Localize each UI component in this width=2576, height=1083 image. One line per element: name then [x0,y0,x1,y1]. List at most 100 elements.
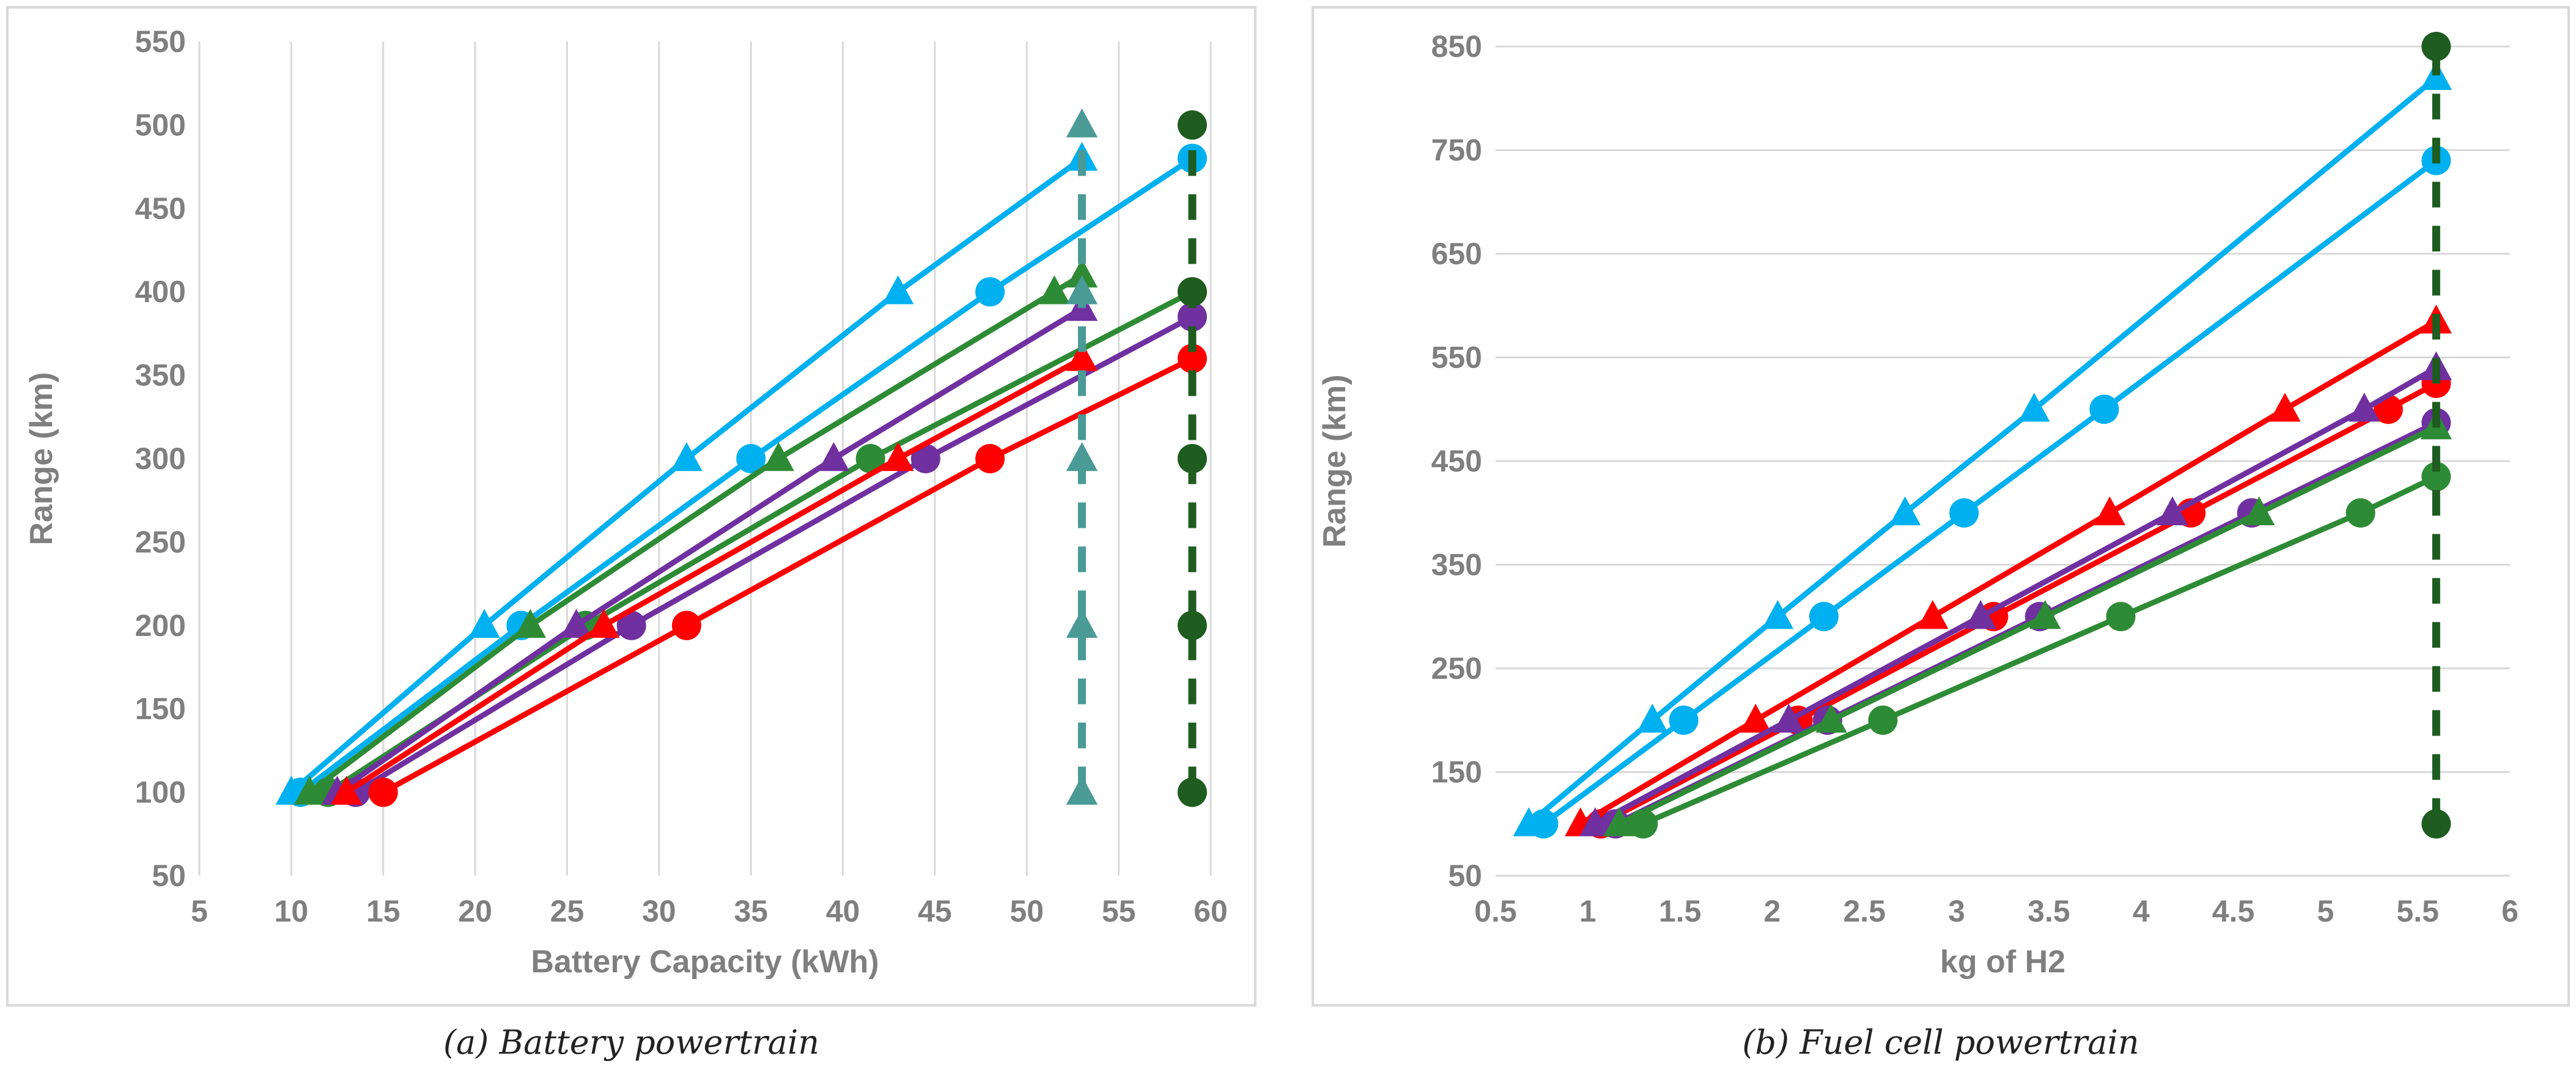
panel-a: 5 10 15 20 25 30 35 40 45 50 55 60 50 100 150 200 250 300… [24,24,1228,980]
data-point [1066,275,1098,305]
x-tick-label: 45 [918,894,952,928]
data-point [671,610,701,640]
x-tick-label: 60 [1194,894,1228,928]
series-line [1579,319,2438,827]
data-point [1066,608,1098,638]
series-1 [1529,146,2451,839]
data-point [2420,61,2452,91]
data-point [2243,496,2275,525]
y-tick-label: 250 [135,525,186,559]
y-tick-label: 100 [135,775,186,810]
x-tick-label: 2.5 [1843,894,1886,928]
data-point [588,608,620,638]
y-tick-label: 850 [1431,29,1482,64]
data-point [1815,703,1847,733]
data-point [975,277,1005,307]
data-point [1177,610,1207,640]
data-point [330,775,363,805]
data-point [468,608,500,638]
x-tick-label: 3 [1948,894,1965,928]
y-tick-label: 150 [1431,755,1482,789]
data-point [1889,496,1921,525]
data-point [882,275,914,305]
y-tick-label: 50 [152,859,186,893]
data-point [1868,705,1898,735]
series-2 [293,258,1098,805]
y-tick-label: 350 [135,358,186,393]
x-tick-label: 50 [1009,894,1044,928]
x-tick-label: 0.5 [1474,894,1517,928]
data-point [1669,705,1699,735]
x-tick-label: 30 [642,894,676,928]
data-point [1177,277,1207,307]
panel-b: 0.5 1 1.5 2 2.5 3 3.5 4 4.5 5 5.5 65015025035045055… [1317,29,2519,980]
x-tick-label: 10 [275,894,309,928]
x-tick-label: 2 [1764,894,1781,928]
y-tick-label: 350 [1431,548,1482,582]
x-axis-label: Battery Capacity (kWh) [531,944,879,980]
series-line [1527,75,2438,826]
data-point [2345,498,2375,528]
series-7 [1628,462,2451,839]
data-point [1066,442,1098,471]
y-tick-label: 550 [1431,341,1482,375]
data-point [1177,302,1207,332]
data-point [2106,602,2136,632]
series-5 [341,302,1207,807]
series-4 [321,292,1098,805]
y-tick-label: 150 [135,692,186,726]
x-tick-label: 5 [2317,894,2334,928]
series-line [1599,380,2438,827]
x-tick-label: 4 [2133,894,2150,928]
series-3 [1585,368,2451,839]
x-tick-label: 35 [734,894,768,928]
data-point [2157,496,2188,525]
data-point [2269,393,2301,422]
data-point [855,444,885,473]
y-tick-label: 450 [135,191,186,226]
data-point [1066,108,1098,138]
data-point [1066,775,1098,805]
data-point [616,610,646,640]
x-tick-label: 20 [458,894,492,928]
data-point [1066,342,1098,371]
data-point [2029,600,2061,629]
x-tick-label: 15 [366,894,400,928]
x-axis-label: kg of H2 [1940,944,2065,980]
y-tick-label: 400 [135,275,186,309]
data-point [1529,809,1559,839]
data-point [2421,462,2451,492]
data-point [1762,600,1794,629]
series-line [345,356,1083,795]
data-point [1965,600,1996,629]
data-point [1949,498,1979,528]
y-tick-label: 200 [135,608,186,643]
y-tick-label: 450 [1431,444,1482,478]
series-0 [275,141,1098,805]
series-line [354,314,1194,795]
series-line [335,306,1083,795]
y-axis-label: Range (km) [24,372,59,545]
series-line [382,356,1194,795]
x-tick-label: 4.5 [2212,894,2255,928]
data-point [1038,275,1071,305]
series-8 [1066,108,1098,805]
series-8 [2421,32,2451,839]
data-point [1917,600,1949,629]
data-point [882,442,914,471]
data-point [910,444,940,473]
data-point [1177,444,1207,473]
data-point [2018,393,2050,422]
data-point [514,608,546,638]
x-tick-label: 40 [826,894,860,928]
y-axis-label: Range (km) [1317,374,1353,547]
data-point [1740,703,1771,733]
x-tick-label: 3.5 [2028,894,2070,928]
series-7 [368,344,1207,807]
panel-a-caption: (a) Battery powertrain [443,1023,820,1062]
data-point [762,442,794,471]
data-point [2089,394,2119,424]
series-2 [1565,305,2452,837]
data-point [975,444,1005,473]
